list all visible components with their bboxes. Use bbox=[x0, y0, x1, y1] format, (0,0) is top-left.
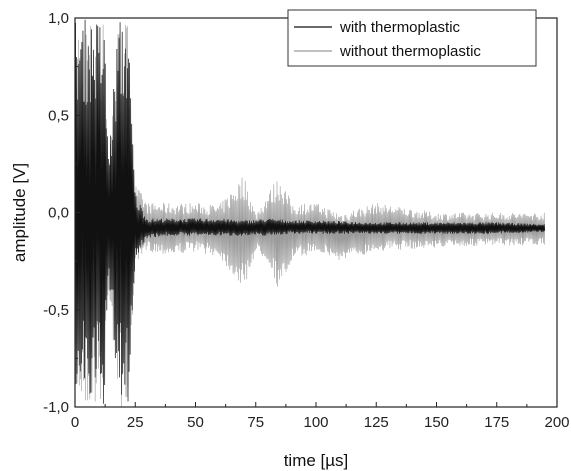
y-tick-label: 0,0 bbox=[48, 205, 69, 222]
y-axis-label: amplitude [V] bbox=[10, 163, 29, 262]
series-without-thermoplastic bbox=[74, 24, 546, 407]
x-axis-label: time [µs] bbox=[284, 451, 349, 470]
x-tick-label: 150 bbox=[424, 414, 449, 431]
x-tick-label: 200 bbox=[544, 414, 569, 431]
legend: with thermoplastic without thermoplastic bbox=[287, 9, 537, 67]
legend-box bbox=[287, 9, 537, 67]
y-tick-label: 0,5 bbox=[48, 107, 69, 124]
x-tick-label: 175 bbox=[484, 414, 509, 431]
x-tick-label: 75 bbox=[247, 414, 264, 431]
x-tick-label: 100 bbox=[303, 414, 328, 431]
x-tick-label: 50 bbox=[187, 414, 204, 431]
x-tick-label: 0 bbox=[71, 414, 79, 431]
series-with-thermoplastic bbox=[74, 19, 546, 404]
y-tick-label: -0,5 bbox=[43, 302, 69, 319]
legend-label-without-thermoplastic: without thermoplastic bbox=[339, 43, 481, 60]
x-tick-label: 25 bbox=[127, 414, 144, 431]
y-tick-label: -1,0 bbox=[43, 399, 69, 416]
y-axis: -1,0 -0,5 0,0 0,5 1,0 bbox=[43, 10, 80, 416]
x-axis: 0 25 50 75 100 125 150 175 200 bbox=[71, 402, 570, 431]
y-tick-label: 1,0 bbox=[48, 10, 69, 27]
x-tick-label: 125 bbox=[364, 414, 389, 431]
legend-label-with-thermoplastic: with thermoplastic bbox=[339, 19, 461, 36]
series-layer bbox=[74, 19, 546, 407]
